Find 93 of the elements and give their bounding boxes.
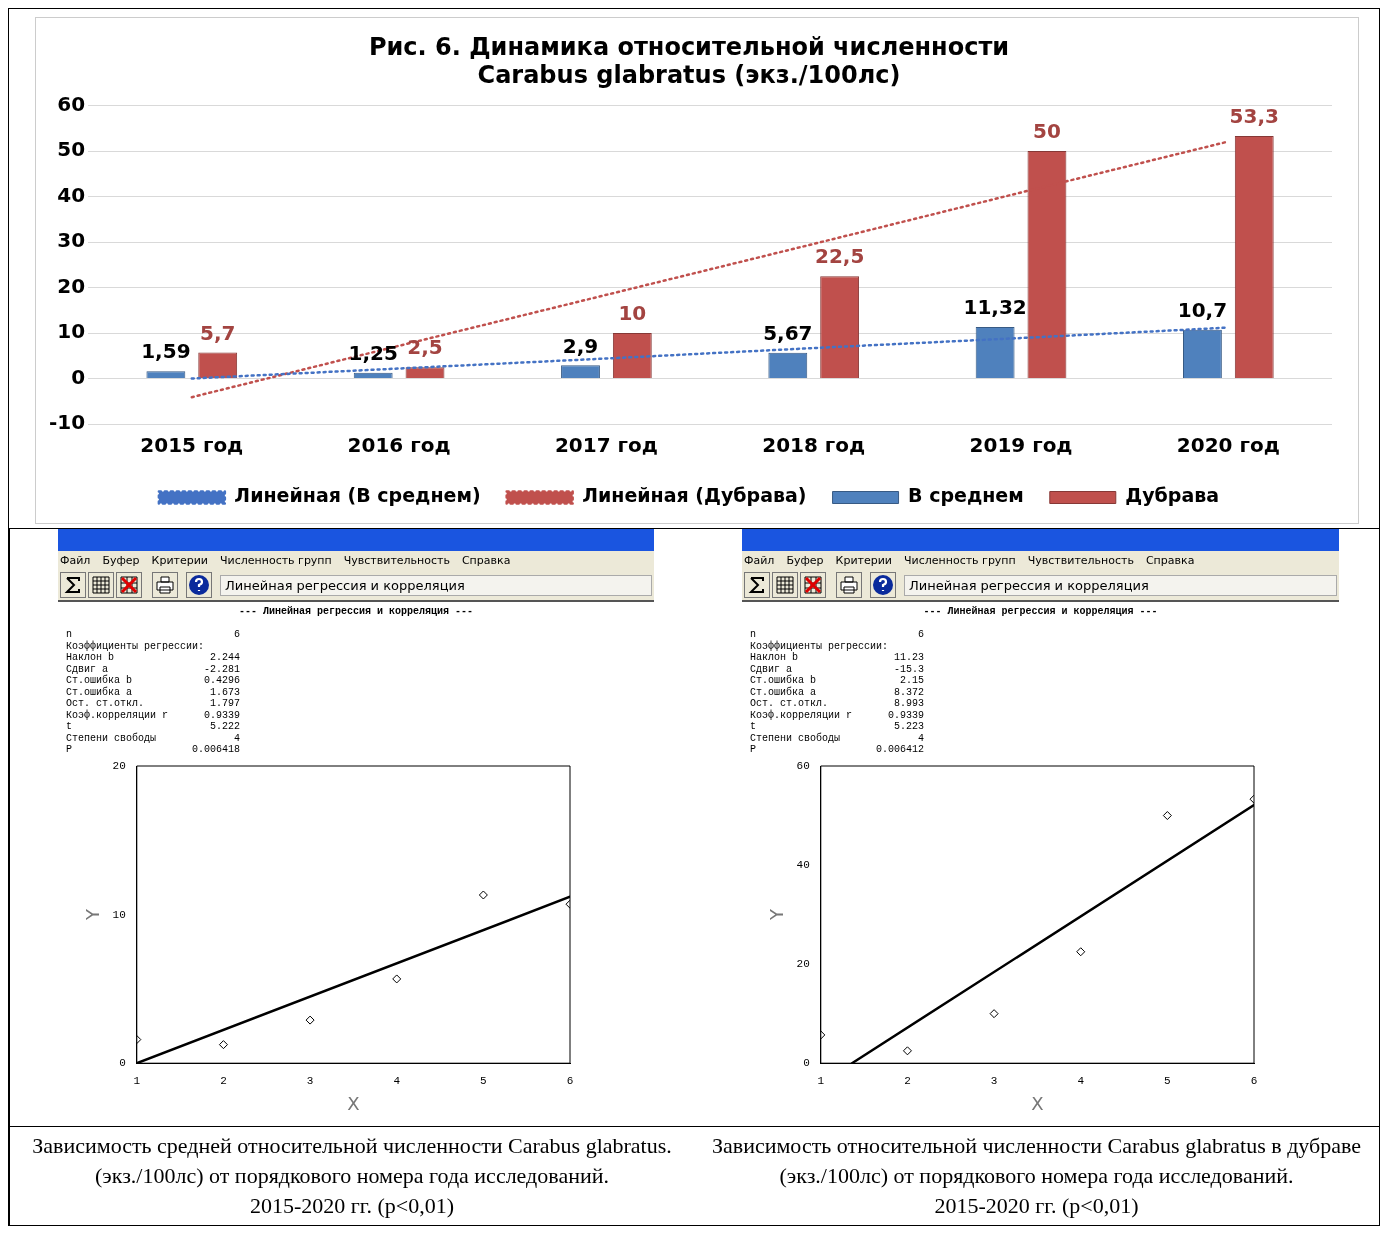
- y-tick-label: 20: [57, 273, 86, 298]
- data-label: 5,7: [199, 320, 236, 345]
- x-axis-title: X: [347, 1092, 360, 1114]
- x-tick-label: 2020 год: [1176, 433, 1280, 458]
- data-label: 1,59: [141, 339, 191, 364]
- text: Справка: [1145, 554, 1195, 567]
- text: n 6: [66, 629, 242, 640]
- text: Сдвиг a -15.3: [750, 663, 926, 675]
- chart-title: Рис. 6. Динамика относительной численности Carabus glabratus (экз./100лс): [368, 32, 1010, 90]
- text: Чувствительность: [1027, 554, 1134, 567]
- x-tick-label: 5: [480, 1074, 487, 1087]
- y-tick-label: 20: [112, 759, 126, 772]
- x-tick-label: 6: [566, 1074, 574, 1087]
- text: Сдвиг a -2.281: [66, 663, 242, 675]
- data-label: 53,3: [1229, 104, 1279, 129]
- text: Коэф.корреляции r 0.9339: [66, 709, 242, 721]
- text: Степени свободы 4: [66, 732, 242, 744]
- text: Наклон b 2.244: [66, 652, 242, 664]
- text: Буфер: [786, 554, 824, 567]
- text: Степени свободы 4: [750, 732, 926, 744]
- text: Ст.ошибка a 8.372: [750, 686, 926, 698]
- x-tick-label: 6: [1250, 1074, 1258, 1087]
- text: Ст.ошибка b 0.4296: [66, 675, 242, 686]
- text: Наклон b 11.23: [750, 652, 926, 664]
- legend-label: Дубрава: [1125, 484, 1220, 507]
- text: Справка: [461, 554, 511, 567]
- x-tick-label: 1: [133, 1074, 141, 1087]
- text: Ост. ст.откл. 8.993: [750, 698, 926, 709]
- y-tick-label: 20: [796, 957, 810, 970]
- x-tick-label: 2016 год: [347, 433, 451, 458]
- text: Зависимость относительной численности Carabus glabratus в дубраве (экз./100лс) от порядкового номера года исследований. 2015-2020 гг. (p<0,01): [694, 1125, 1379, 1225]
- y-tick-label: 30: [57, 228, 86, 253]
- text: Коэффициенты регрессии:: [750, 640, 890, 652]
- y-tick-label: 10: [57, 319, 86, 344]
- x-tick-label: 2: [220, 1074, 227, 1087]
- text: Зависимость средней относительной численности Carabus glabratus. (экз./100лс) от порядкового номера года исследований. 2015-2020 гг. (p<0,01): [10, 1125, 694, 1225]
- text: Коэф.корреляции r 0.9339: [750, 709, 926, 721]
- x-tick-label: 4: [393, 1074, 401, 1087]
- data-label: 5,67: [763, 320, 813, 345]
- text: Чувствительность: [343, 554, 450, 567]
- text: Ст.ошибка a 1.673: [66, 686, 242, 698]
- x-tick-label: 2019 год: [969, 433, 1073, 458]
- text: t 5.222: [66, 721, 242, 732]
- y-tick-label: 40: [57, 182, 86, 207]
- x-axis-title: X: [1031, 1092, 1044, 1114]
- data-label: 10: [618, 301, 647, 326]
- y-tick-label: -10: [48, 410, 86, 435]
- text: Коэффициенты регрессии:: [66, 640, 206, 652]
- x-tick-label: 2015 год: [140, 433, 244, 458]
- text: Файл: [60, 554, 91, 567]
- x-tick-label: 3: [306, 1074, 314, 1087]
- legend-label: Линейная (Дубрава): [582, 484, 807, 507]
- y-tick-label: 60: [57, 91, 86, 116]
- data-label: 2,9: [562, 333, 599, 358]
- y-axis-title: Y: [766, 907, 788, 921]
- text: Критерии: [835, 554, 893, 567]
- text: --- Линейная регрессия и корреляция ---: [922, 606, 1159, 617]
- data-label: 2,5: [407, 335, 443, 360]
- x-tick-label: 5: [1164, 1074, 1171, 1087]
- text: Файл: [744, 554, 775, 567]
- y-tick-label: 40: [796, 858, 810, 871]
- text: Численность групп: [220, 554, 332, 567]
- y-tick-label: 0: [803, 1056, 810, 1069]
- y-tick-label: 0: [119, 1056, 126, 1069]
- x-tick-label: 2018 год: [762, 433, 866, 458]
- y-tick-label: 0: [71, 364, 86, 389]
- text: n 6: [750, 629, 926, 640]
- x-tick-label: 2017 год: [554, 433, 658, 458]
- data-label: 11,32: [963, 295, 1027, 320]
- text: Численность групп: [904, 554, 1016, 567]
- y-tick-label: 50: [57, 137, 86, 162]
- legend-label: Линейная (В среднем): [234, 484, 481, 507]
- x-tick-label: 3: [990, 1074, 998, 1087]
- y-tick-label: 60: [796, 759, 810, 772]
- legend-label: В среднем: [908, 484, 1024, 507]
- text: t 5.223: [750, 721, 926, 732]
- text: --- Линейная регрессия и корреляция ---: [237, 606, 474, 617]
- y-tick-label: 10: [112, 908, 126, 921]
- text: P 0.006418: [66, 744, 242, 756]
- text: Критерии: [151, 554, 209, 567]
- data-label: 22,5: [814, 244, 865, 269]
- text: Линейная регрессия и корреляция: [904, 574, 1337, 596]
- x-tick-label: 1: [817, 1074, 825, 1087]
- x-tick-label: 4: [1077, 1074, 1085, 1087]
- text: Ост. ст.откл. 1.797: [66, 698, 242, 709]
- text: Линейная регрессия и корреляция: [220, 574, 652, 596]
- data-label: 10,7: [1177, 298, 1228, 323]
- text: Ст.ошибка b 2.15: [750, 675, 926, 686]
- x-tick-label: 2: [904, 1074, 911, 1087]
- data-label: 50: [1033, 119, 1061, 144]
- text: Буфер: [102, 554, 140, 567]
- y-axis-title: Y: [82, 907, 104, 921]
- text: P 0.006412: [750, 744, 926, 756]
